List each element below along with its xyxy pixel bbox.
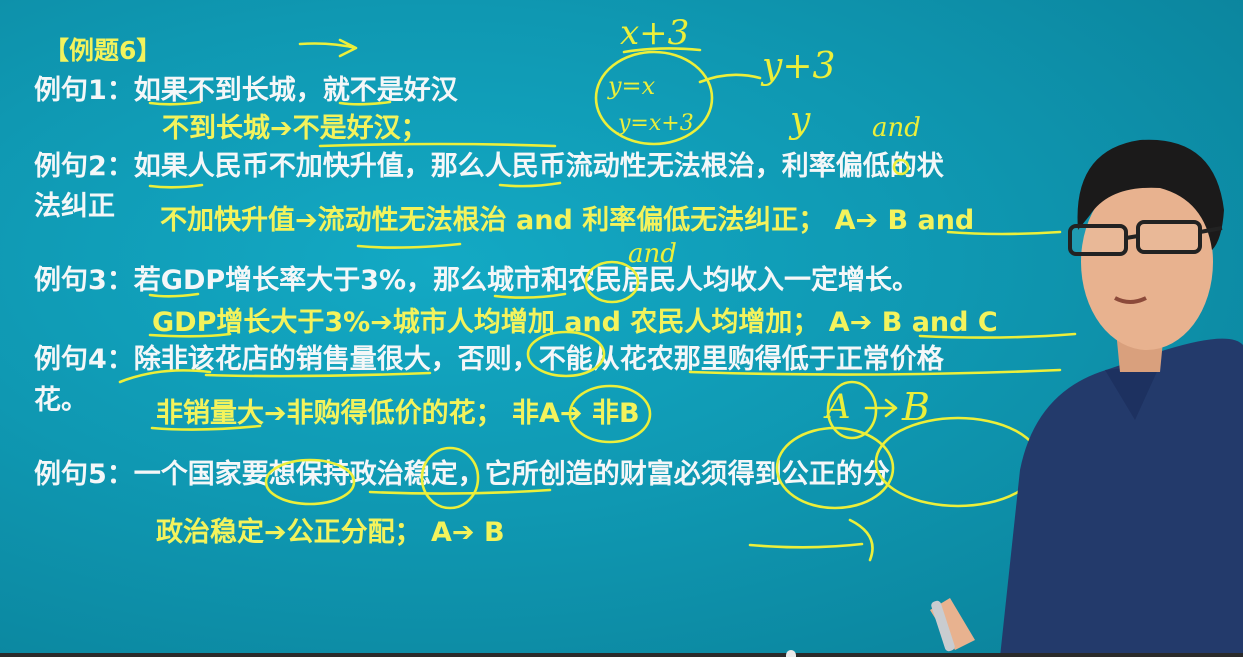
presenter-hair xyxy=(1077,139,1224,250)
example-5-label: 例句5： xyxy=(34,459,134,490)
presenter-collar xyxy=(1105,365,1160,420)
marker-pen-icon xyxy=(931,600,955,652)
example-5-sentence: 一个国家要想保持政治稳定，它所创造的财富必须得到公正的分 xyxy=(133,459,890,490)
example-2-sentence-end: 法纠正 xyxy=(34,191,115,222)
example-4-sentence-end: 花。 xyxy=(34,385,88,416)
presenter-glasses-bridge xyxy=(1125,226,1223,240)
example-3-sentence: 若GDP增长率大于3%，那么城市和农民居民人均收入一定增长。 xyxy=(133,265,919,296)
presenter-shirt xyxy=(1000,338,1243,657)
presenter-glasses-right xyxy=(1136,220,1202,254)
example-4-label: 例句4： xyxy=(34,344,134,375)
example-4-logic: 非销量大➔非购得低价的花； 非A➔ 非B xyxy=(156,398,640,429)
example-3-label: 例句3： xyxy=(34,265,134,296)
example-3-line: 例句3：若GDP增长率大于3%，那么城市和农民居民人均收入一定增长。 xyxy=(34,267,919,294)
example-5-line: 例句5：一个国家要想保持政治稳定，它所创造的财富必须得到公正的分 xyxy=(34,461,890,488)
presenter-face xyxy=(1081,174,1213,350)
presenter-mouth xyxy=(1114,296,1147,304)
video-progress-handle[interactable] xyxy=(786,650,796,657)
example-1-sentence: 如果不到长城，就不是好汉 xyxy=(133,75,458,106)
example-1-label: 例句1： xyxy=(34,75,134,106)
presenter-glasses-left xyxy=(1068,224,1128,256)
slide-title: 【例题6】 xyxy=(44,36,162,65)
example-2-logic: 不加快升值➔流动性无法根治 and 利率偏低无法纠正； A➔ B and xyxy=(160,205,975,236)
example-5-logic: 政治稳定➔公正分配； A➔ B xyxy=(156,517,505,548)
video-progress-bar[interactable] xyxy=(0,653,1243,657)
example-1-line: 例句1：如果不到长城，就不是好汉 xyxy=(34,77,458,104)
example-1-logic: 不到长城➔不是好汉； xyxy=(162,113,428,144)
example-2-label: 例句2： xyxy=(34,151,134,182)
